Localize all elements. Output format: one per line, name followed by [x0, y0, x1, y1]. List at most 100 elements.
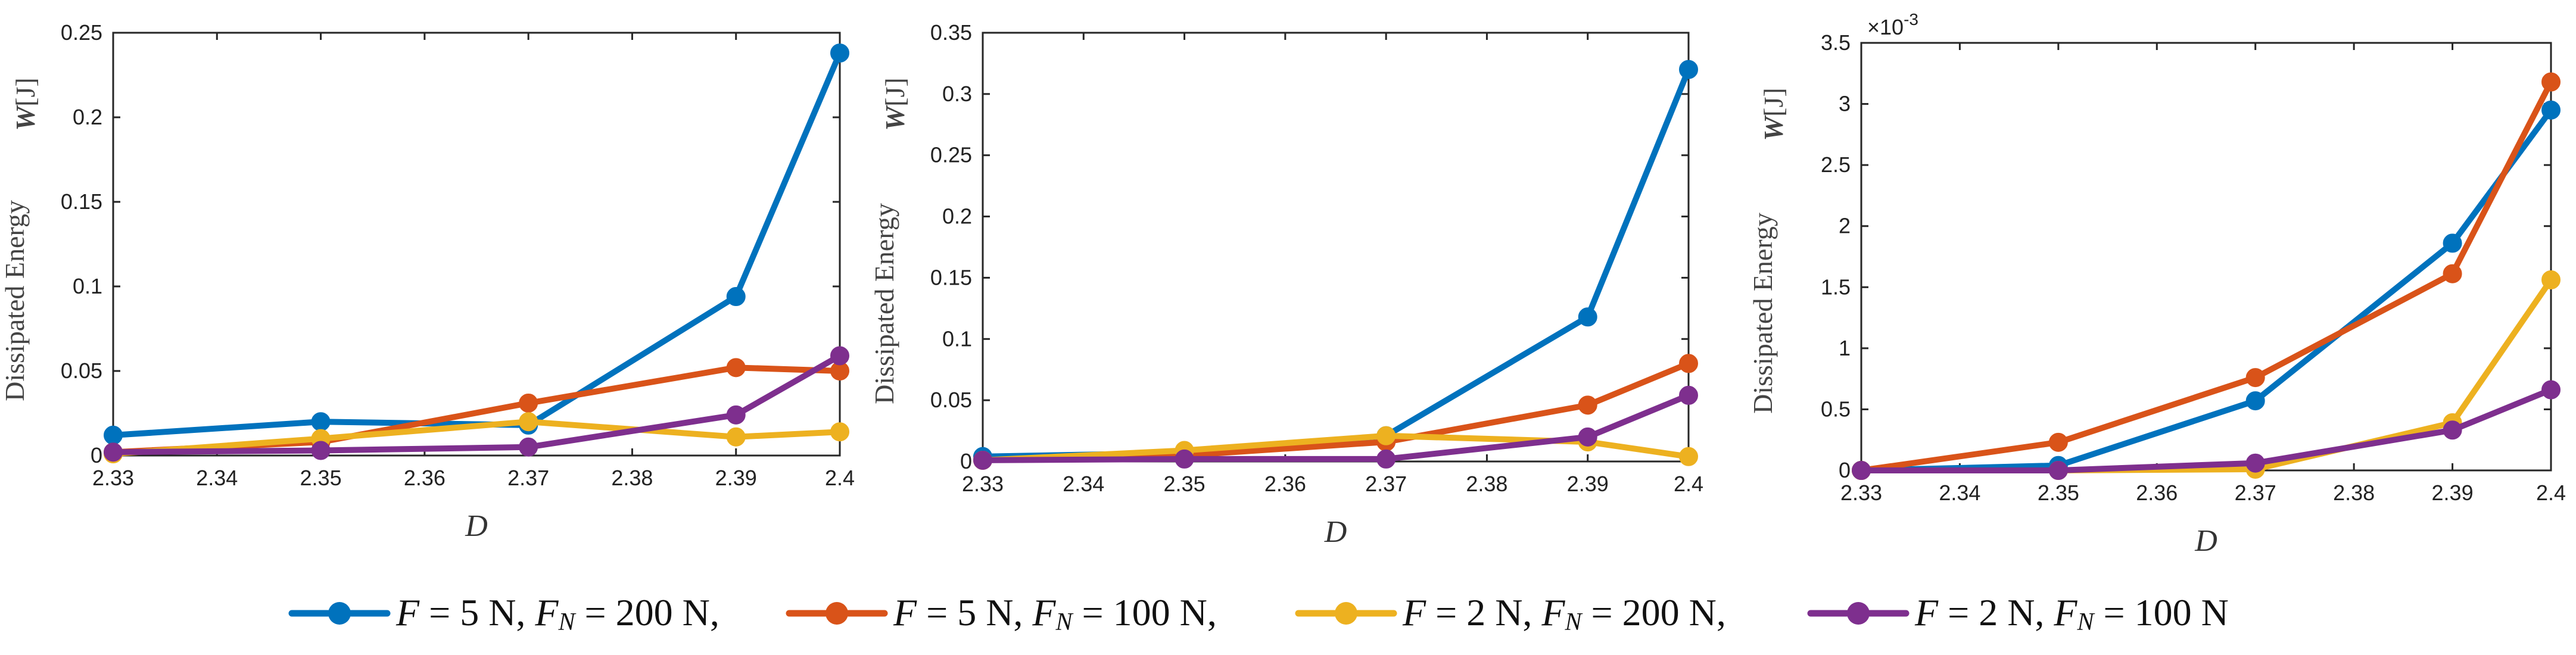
x-tick-label: 2.4	[825, 466, 855, 490]
data-point	[519, 393, 538, 413]
legend-label: F = 5 N, FN = 100 N,	[893, 591, 1217, 636]
legend-item-2: F = 5 N, FN = 100 N,	[786, 591, 1217, 636]
legend-label-fn: F	[1032, 591, 1056, 634]
x-tick-label: 2.38	[2333, 481, 2375, 505]
y-tick-label: 0.1	[942, 326, 972, 351]
data-point	[2443, 420, 2462, 440]
legend-item-3: F = 2 N, FN = 200 N,	[1295, 591, 1726, 636]
x-tick-label: 2.34	[1939, 481, 1980, 505]
data-point	[1679, 385, 1698, 405]
data-point	[726, 287, 746, 307]
y-tick-label: 0	[960, 449, 972, 473]
data-point	[311, 441, 331, 460]
y-tick-label: 0.25	[61, 20, 102, 45]
legend-label: F = 2 N, FN = 100 N	[1914, 591, 2229, 636]
legend-label: F = 5 N, FN = 200 N,	[395, 591, 719, 636]
legend-swatch-marker	[1847, 602, 1870, 625]
series-line-1	[110, 50, 843, 438]
legend-item-4: F = 2 N, FN = 100 N	[1807, 591, 2229, 636]
legend-label-fn-sub: N	[558, 609, 577, 636]
legend: F = 5 N, FN = 200 N, F = 5 N, FN = 100 N,…	[288, 591, 2229, 636]
data-point	[519, 437, 538, 457]
legend-label-eq2: = 200 N,	[1582, 591, 1726, 634]
exponent-base: ×10	[1867, 15, 1904, 39]
y-tick-label: 3	[1839, 92, 1851, 116]
x-tick-label: 2.39	[1567, 472, 1609, 496]
chart-panel-3: 2.33 2.34 2.35 2.36 2.37 2.38 2.39 2.4 0 0.5 1 1.5 2…	[1748, 10, 2566, 558]
x-tick-label: 2.37	[1365, 472, 1407, 496]
legend-label: F = 2 N, FN = 200 N,	[1402, 591, 1726, 636]
x-tick-label: 2.33	[1840, 481, 1882, 505]
x-tick-label: 2.36	[404, 466, 446, 490]
legend-swatch-marker	[328, 602, 351, 625]
legend-label-eq1: = 5 N,	[419, 591, 535, 634]
y-tick-label: 1.5	[1821, 275, 1851, 299]
y-axis-unit: W[J]	[880, 77, 910, 130]
x-tick-label: 2.38	[1466, 472, 1507, 496]
y-exponent-label: ×10-3	[1867, 10, 1918, 39]
data-point	[2541, 100, 2561, 120]
x-axis-label: D	[2194, 524, 2217, 558]
data-point	[519, 412, 538, 432]
data-point	[311, 412, 331, 432]
x-tick-label: 2.4	[1674, 472, 1703, 496]
legend-swatch-marker	[1335, 602, 1357, 625]
y-tick-label: 0.15	[930, 265, 972, 289]
x-tick-label: 2.39	[715, 466, 757, 490]
y-tick-label: 0.2	[73, 105, 102, 129]
x-tick-label: 2.37	[2235, 481, 2276, 505]
exponent-power: -3	[1904, 10, 1918, 29]
x-tick-label: 2.33	[92, 466, 134, 490]
x-tick-label: 2.36	[2136, 481, 2178, 505]
legend-label-eq1: = 2 N,	[1938, 591, 2054, 634]
x-tick-label: 2.39	[2432, 481, 2474, 505]
data-point	[104, 425, 123, 445]
data-point	[1376, 426, 1396, 445]
data-point	[1175, 449, 1194, 469]
x-tick-label: 2.37	[507, 466, 549, 490]
legend-label-fn-sub: N	[1565, 609, 1583, 636]
data-point	[830, 346, 849, 366]
y-tick-label: 0.1	[73, 274, 102, 298]
data-point	[2541, 72, 2561, 92]
legend-swatch-marker	[826, 602, 848, 625]
legend-label-eq2: = 100 N,	[1073, 591, 1217, 634]
y-tick-label: 0.05	[61, 358, 102, 383]
y-tick-label: 0.3	[942, 82, 972, 106]
y-axis-label: Dissipated Energy	[1748, 213, 1778, 414]
data-point	[2245, 368, 2265, 388]
data-point	[1679, 447, 1698, 466]
data-point	[2541, 270, 2561, 289]
chart-panel-1: 2.33 2.34 2.35 2.36 2.37 2.38 2.39 2.4 0 0.05 0.1 0…	[0, 20, 855, 543]
legend-label-fn: F	[534, 591, 559, 634]
data-point	[2245, 391, 2265, 411]
data-point	[2048, 432, 2068, 452]
y-tick-label: 0.15	[61, 189, 102, 214]
data-point	[1679, 354, 1698, 373]
legend-label-eq2: = 100 N	[2094, 591, 2229, 634]
y-tick-label: 1	[1839, 336, 1851, 360]
x-tick-label: 2.35	[300, 466, 342, 490]
y-axis-unit: W[J]	[10, 77, 41, 130]
data-point	[2245, 453, 2265, 473]
legend-label-f: F	[395, 591, 420, 634]
y-tick-label: 0.35	[930, 20, 972, 45]
y-axis-unit: W[J]	[1758, 88, 1789, 141]
x-tick-label: 2.33	[962, 472, 1004, 496]
legend-label-f: F	[893, 591, 917, 634]
plot-area-box	[1860, 42, 2552, 472]
x-tick-label: 2.34	[196, 466, 238, 490]
y-tick-label: 3.5	[1821, 30, 1851, 55]
data-point	[973, 450, 992, 470]
x-tick-label: 2.4	[2536, 481, 2566, 505]
legend-label-fn: F	[2053, 591, 2077, 634]
x-tick-label: 2.35	[1164, 472, 1206, 496]
x-tick-label: 2.34	[1063, 472, 1104, 496]
data-point	[726, 358, 746, 378]
y-tick-label: 0.05	[930, 388, 972, 412]
data-point	[1578, 395, 1597, 415]
x-axis-label: D	[465, 509, 488, 543]
data-point	[1578, 307, 1597, 327]
data-point	[2541, 380, 2561, 400]
y-axis-var: W	[10, 105, 41, 131]
